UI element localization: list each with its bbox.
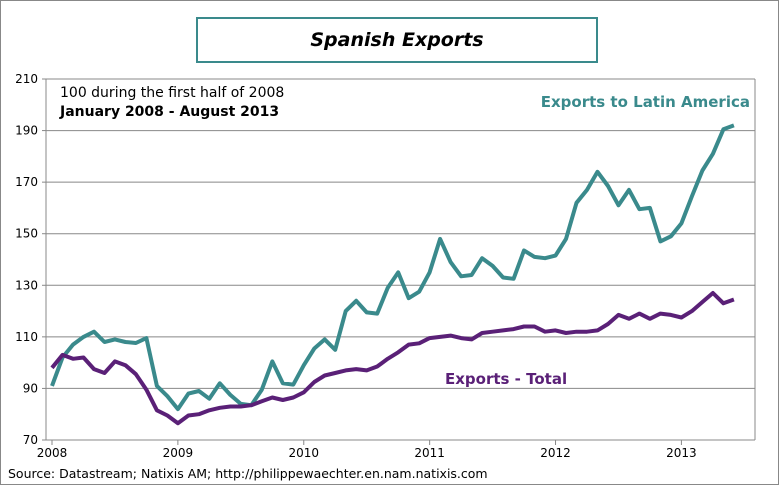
x-tick-label: 2013 bbox=[666, 446, 697, 460]
y-tick-label: 130 bbox=[15, 278, 38, 292]
y-tick-label: 110 bbox=[15, 330, 38, 344]
y-tick-label: 170 bbox=[15, 175, 38, 189]
y-tick-label: 190 bbox=[15, 124, 38, 138]
x-tick-label: 2012 bbox=[540, 446, 571, 460]
series-label-latin-america: Exports to Latin America bbox=[541, 93, 750, 111]
x-tick-label: 2008 bbox=[37, 446, 68, 460]
y-tick-label: 70 bbox=[23, 433, 38, 447]
y-tick-label: 90 bbox=[23, 381, 38, 395]
x-tick-label: 2010 bbox=[288, 446, 319, 460]
y-tick-label: 150 bbox=[15, 227, 38, 241]
chart-period: January 2008 - August 2013 bbox=[60, 104, 280, 120]
chart-subtitle: 100 during the first half of 2008 bbox=[60, 85, 285, 101]
chart-title: Spanish Exports bbox=[196, 17, 598, 63]
source-note: Source: Datastream; Natixis AM; http://p… bbox=[8, 466, 488, 481]
x-tick-label: 2011 bbox=[414, 446, 445, 460]
series-line-total bbox=[50, 291, 735, 426]
x-tick-label: 2009 bbox=[163, 446, 194, 460]
series-line-latin-america bbox=[50, 123, 735, 412]
series-label-total: Exports - Total bbox=[445, 370, 567, 388]
y-tick-label: 210 bbox=[15, 72, 38, 86]
